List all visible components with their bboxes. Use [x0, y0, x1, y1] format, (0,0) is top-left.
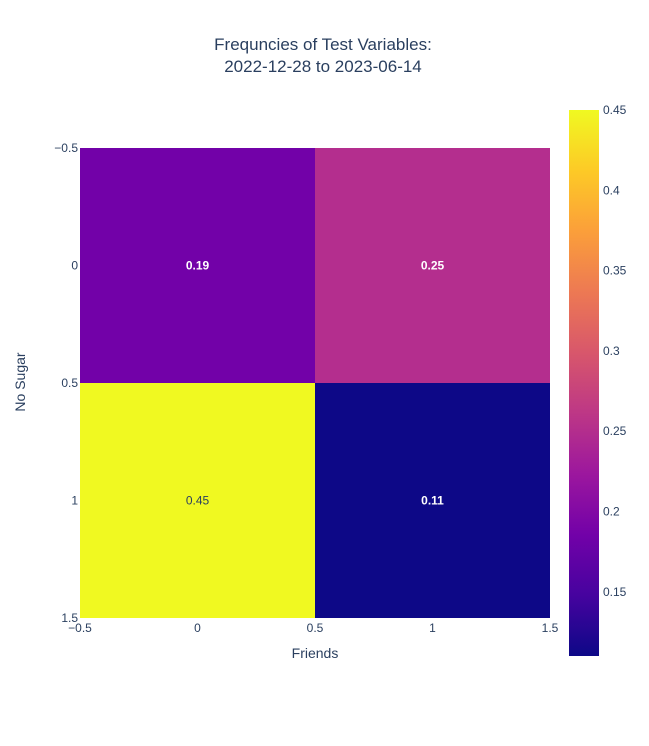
y-tick-label: −0.5	[54, 141, 78, 155]
colorbar-tick-label: 0.25	[603, 424, 627, 438]
x-tick-label: 1	[429, 621, 436, 635]
colorbar-tick-label: 0.3	[603, 344, 620, 358]
heatmap-cell	[80, 148, 315, 383]
cell-value-label: 0.19	[186, 259, 210, 273]
cell-value-label: 0.45	[186, 494, 210, 508]
x-tick-label: −0.5	[68, 621, 92, 635]
colorbar-tick-label: 0.15	[603, 585, 627, 599]
x-tick-label: 0	[194, 621, 201, 635]
heatmap-cell	[315, 148, 550, 383]
colorbar-tick-label: 0.4	[603, 183, 620, 197]
cell-value-label: 0.25	[421, 259, 445, 273]
y-tick-label: 1.5	[61, 611, 78, 625]
heatmap-cell	[315, 383, 550, 618]
y-tick-label: 0	[71, 259, 78, 273]
y-tick-label: 0.5	[61, 376, 78, 390]
x-axis-title: Friends	[292, 645, 339, 661]
colorbar-tick-label: 0.2	[603, 504, 620, 518]
colorbar-tick-label: 0.45	[603, 103, 627, 117]
colorbar: 0.15 0.2 0.25 0.3 0.35 0.4 0.45	[569, 103, 627, 656]
colorbar-ticks: 0.15 0.2 0.25 0.3 0.35 0.4 0.45	[603, 103, 627, 599]
y-axis-title: No Sugar	[12, 352, 28, 411]
colorbar-gradient	[569, 110, 599, 656]
y-axis-ticks: −0.5 0 0.5 1 1.5	[54, 141, 78, 625]
heatmap-cells: 0.19 0.25 0.45 0.11	[80, 148, 550, 618]
x-axis-ticks: −0.5 0 0.5 1 1.5	[68, 621, 559, 635]
x-tick-label: 1.5	[542, 621, 559, 635]
cell-value-label: 0.11	[421, 494, 444, 508]
chart-title-line: 2022-12-28 to 2023-06-14	[224, 57, 422, 76]
chart-title: Frequncies of Test Variables: 2022-12-28 …	[214, 35, 432, 76]
chart-title-line: Frequncies of Test Variables:	[214, 35, 432, 54]
colorbar-tick-label: 0.35	[603, 264, 627, 278]
y-tick-label: 1	[71, 494, 78, 508]
heatmap-cell	[80, 383, 315, 618]
x-tick-label: 0.5	[307, 621, 324, 635]
